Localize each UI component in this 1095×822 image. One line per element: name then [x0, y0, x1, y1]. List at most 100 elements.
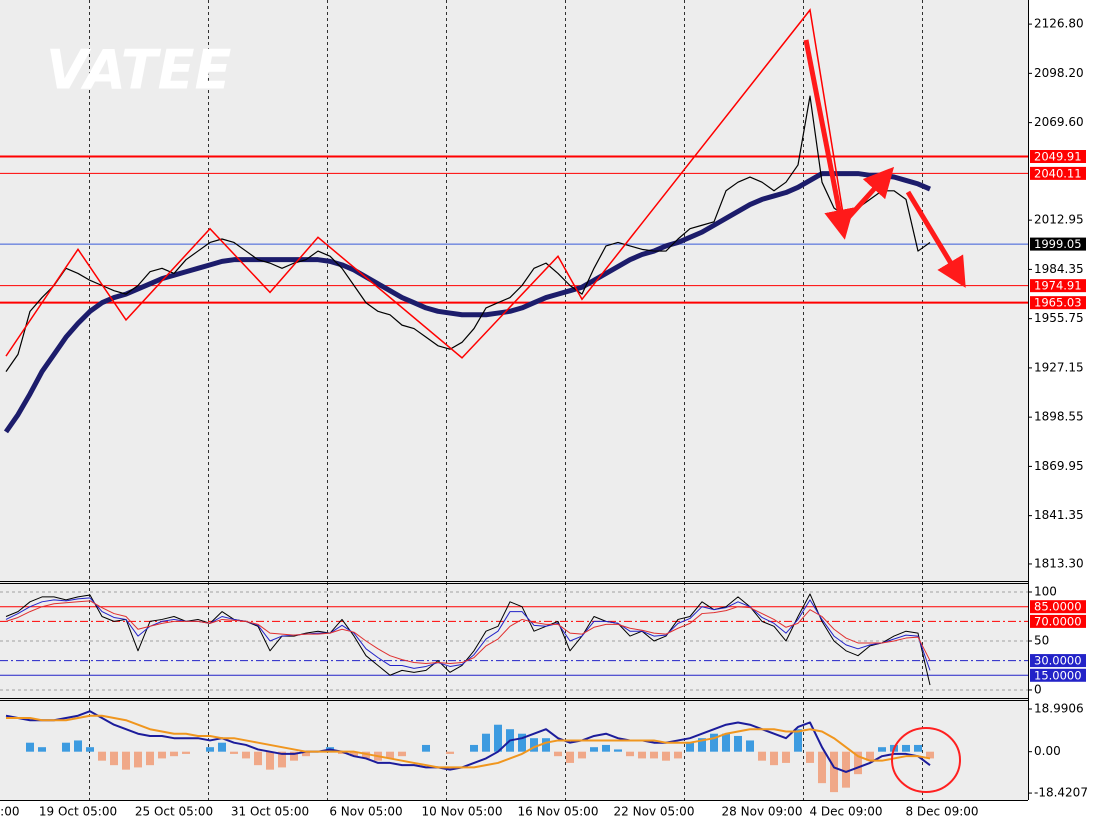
y-axis: 2126.80 2098.20 2069.60 2012.95 1984.35 1955.… [1028, 17, 1086, 570]
x-tick-label: 31 Oct 05:00 [231, 805, 309, 819]
x-tick-label: 28 Nov 09:00 [722, 805, 803, 819]
histogram-bar [242, 751, 250, 759]
histogram-bar [674, 751, 682, 759]
histogram-bar [446, 751, 454, 754]
histogram-bar [386, 751, 394, 759]
histogram-bar [818, 751, 826, 784]
y-tick-label: 0.00 [1034, 744, 1061, 758]
plot-background [0, 0, 1028, 800]
axis-background [0, 800, 1028, 822]
histogram-bar [842, 751, 850, 788]
level-label: 15.0000 [1034, 668, 1082, 682]
histogram-bar [170, 751, 178, 757]
y-tick-label: 1898.55 [1034, 410, 1084, 424]
y-tick-label: 2126.80 [1034, 17, 1084, 31]
y-tick-label: 1869.95 [1034, 459, 1084, 473]
level-label-box [1030, 296, 1086, 310]
histogram-bar [110, 751, 118, 766]
histogram-bar [26, 742, 34, 752]
histogram-bar [290, 751, 298, 761]
level-label: 2049.91 [1034, 150, 1082, 164]
y-tick-label: 2069.60 [1034, 115, 1084, 129]
histogram-bar [650, 751, 658, 759]
arrow [803, 39, 854, 240]
level-label: 70.0000 [1034, 614, 1082, 628]
y-tick-label: 0 [1034, 682, 1042, 696]
y-tick-label: 1841.35 [1034, 508, 1084, 522]
histogram-bar [686, 742, 694, 752]
y-tick-label: 2098.20 [1034, 66, 1084, 80]
histogram-bar [530, 738, 538, 752]
zigzag-line [5, 8, 847, 359]
histogram-bar [722, 733, 730, 752]
histogram-bar [782, 751, 790, 763]
histogram-bar [626, 751, 634, 757]
histogram-bar [266, 751, 274, 770]
histogram-bar [746, 740, 754, 752]
histogram-bar [158, 751, 166, 759]
histogram-bar [494, 724, 502, 752]
y-tick-label: 1984.35 [1034, 262, 1084, 276]
level-label-box [1030, 668, 1086, 682]
axis-background [1028, 0, 1095, 822]
series-line [5, 593, 931, 686]
histogram-bar [86, 747, 94, 752]
histogram-bar [134, 751, 142, 768]
level-label-box [1030, 166, 1086, 180]
histogram-bar [578, 751, 586, 759]
histogram-bar [146, 751, 154, 766]
histogram-bar [350, 751, 358, 757]
histogram-bar [542, 738, 550, 752]
x-tick-label: 25 Oct 05:00 [135, 805, 213, 819]
arrow [846, 166, 895, 220]
y-tick-label: 100 [1034, 585, 1057, 599]
level-label: 1965.03 [1034, 296, 1082, 310]
histogram-bar [98, 751, 106, 761]
histogram-bar [554, 751, 562, 757]
x-tick-label: 10 Nov 05:00 [422, 805, 503, 819]
panel [0, 8, 1028, 434]
level-label: 85.0000 [1034, 600, 1082, 614]
histogram-bar [38, 747, 46, 752]
histogram-bar [62, 742, 70, 752]
level-label: 2040.11 [1034, 166, 1082, 180]
histogram-bar [362, 751, 370, 759]
level-label: 30.0000 [1034, 654, 1082, 668]
histogram-bar [602, 744, 610, 752]
x-tick-label: 4 Dec 09:00 [809, 805, 882, 819]
histogram-bar [278, 751, 286, 768]
histogram-bar [590, 747, 598, 752]
x-tick-label: 8 Dec 09:00 [905, 805, 978, 819]
histogram-bar [122, 751, 130, 770]
level-label-box [1030, 279, 1086, 293]
x-tick-label: 19 Oct 05:00 [39, 805, 117, 819]
panel [0, 591, 1028, 691]
histogram-bar [914, 744, 922, 752]
histogram-bar [422, 744, 430, 752]
histogram-bar [758, 751, 766, 761]
histogram-bar [662, 751, 670, 761]
level-label-box [1030, 237, 1086, 251]
y-tick-label: 1813.30 [1034, 556, 1084, 570]
series-line [5, 95, 931, 372]
histogram-bar [470, 744, 478, 752]
histogram-bar [302, 751, 310, 757]
y-tick-label: 2012.95 [1034, 213, 1084, 227]
histogram-bar [926, 751, 934, 759]
histogram-bar [482, 733, 490, 752]
histogram-bar [638, 751, 646, 759]
histogram-bar [854, 751, 862, 775]
histogram-bar [830, 751, 838, 793]
level-label-box [1030, 614, 1086, 628]
histogram-bar [710, 733, 718, 752]
level-label-box [1030, 600, 1086, 614]
series-line [6, 714, 931, 769]
panel [5, 710, 934, 793]
panel-borders [0, 0, 1029, 801]
histogram-bar [734, 735, 742, 752]
level-label-box [1030, 654, 1086, 668]
histogram-bar [218, 742, 226, 752]
y-tick-label: -18.4207 [1034, 786, 1088, 800]
histogram-bar [518, 733, 526, 752]
